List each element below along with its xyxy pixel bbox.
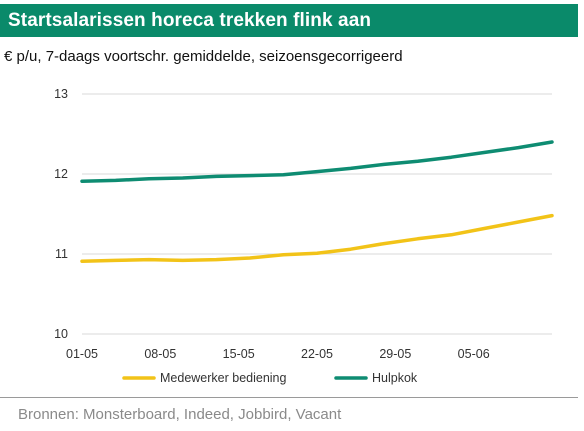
x-axis-ticks: 01-05 08-05 15-05 22-05 29-05 05-06 — [66, 347, 490, 361]
gridlines — [82, 93, 552, 335]
x-tick-label: 29-05 — [379, 347, 411, 361]
chart-subtitle: € p/u, 7-daags voortschr. gemiddelde, se… — [4, 48, 403, 65]
y-tick-label: 13 — [54, 87, 68, 101]
y-tick-label: 11 — [55, 247, 68, 261]
legend-label: Hulpkok — [372, 371, 418, 385]
y-tick-label: 10 — [54, 327, 68, 341]
x-tick-label: 05-06 — [458, 347, 490, 361]
source-note: Bronnen: Monsterboard, Indeed, Jobbird, … — [18, 406, 342, 423]
x-tick-label: 22-05 — [301, 347, 333, 361]
footer-divider — [0, 397, 578, 398]
chart-title: Startsalarissen horeca trekken flink aan — [8, 9, 372, 31]
chart-title-bar: Startsalarissen horeca trekken flink aan — [0, 4, 578, 37]
x-tick-label: 01-05 — [66, 347, 98, 361]
legend: Medewerker bediening Hulpkok — [122, 371, 418, 385]
series-line-hulpkok — [80, 140, 554, 183]
y-tick-label: 12 — [54, 167, 68, 181]
x-tick-label: 15-05 — [223, 347, 255, 361]
x-tick-label: 08-05 — [144, 347, 176, 361]
y-axis-ticks: 10 11 12 13 — [54, 87, 68, 341]
series-line-medewerker-bediening — [80, 213, 554, 263]
series-lines — [80, 140, 554, 263]
legend-label: Medewerker bediening — [160, 371, 287, 385]
